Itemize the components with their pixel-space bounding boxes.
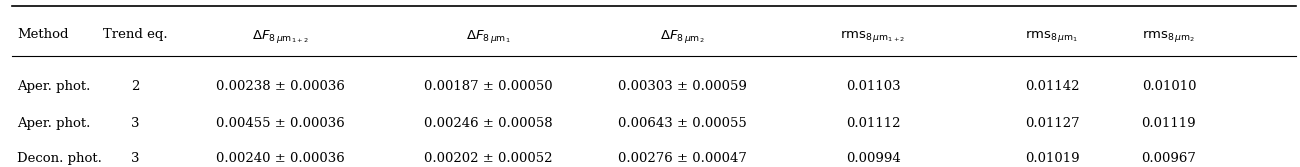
Text: Method: Method xyxy=(17,28,69,41)
Text: 0.00238 ± 0.00036: 0.00238 ± 0.00036 xyxy=(216,79,344,93)
Text: 0.01019: 0.01019 xyxy=(1024,151,1079,164)
Text: 0.01127: 0.01127 xyxy=(1024,117,1079,130)
Text: Aper. phot.: Aper. phot. xyxy=(17,117,90,130)
Text: Decon. phot.: Decon. phot. xyxy=(17,151,101,164)
Text: 0.00994: 0.00994 xyxy=(846,151,901,164)
Text: $\mathrm{rms}_{8\,\mu\mathrm{m}_{2}}$: $\mathrm{rms}_{8\,\mu\mathrm{m}_{2}}$ xyxy=(1143,28,1196,44)
Text: 0.00303 ± 0.00059: 0.00303 ± 0.00059 xyxy=(618,79,748,93)
Text: Aper. phot.: Aper. phot. xyxy=(17,79,90,93)
Text: 0.00187 ± 0.00050: 0.00187 ± 0.00050 xyxy=(424,79,552,93)
Text: $\mathrm{rms}_{8\,\mu\mathrm{m}_{1+2}}$: $\mathrm{rms}_{8\,\mu\mathrm{m}_{1+2}}$ xyxy=(840,28,906,44)
Text: 2: 2 xyxy=(131,79,139,93)
Text: $\Delta F_{8\,\mu\mathrm{m}_{1+2}}$: $\Delta F_{8\,\mu\mathrm{m}_{1+2}}$ xyxy=(252,28,308,45)
Text: 0.00240 ± 0.00036: 0.00240 ± 0.00036 xyxy=(216,151,344,164)
Text: 0.01119: 0.01119 xyxy=(1141,117,1196,130)
Text: Trend eq.: Trend eq. xyxy=(103,28,168,41)
Text: 0.00202 ± 0.00052: 0.00202 ± 0.00052 xyxy=(424,151,552,164)
Text: 0.01103: 0.01103 xyxy=(846,79,901,93)
Text: 0.00246 ± 0.00058: 0.00246 ± 0.00058 xyxy=(424,117,552,130)
Text: $\Delta F_{8\,\mu\mathrm{m}_{1}}$: $\Delta F_{8\,\mu\mathrm{m}_{1}}$ xyxy=(465,28,510,45)
Text: 3: 3 xyxy=(131,117,139,130)
Text: 0.00276 ± 0.00047: 0.00276 ± 0.00047 xyxy=(618,151,748,164)
Text: $\Delta F_{8\,\mu\mathrm{m}_{2}}$: $\Delta F_{8\,\mu\mathrm{m}_{2}}$ xyxy=(660,28,705,45)
Text: 0.01142: 0.01142 xyxy=(1024,79,1079,93)
Text: $\mathrm{rms}_{8\,\mu\mathrm{m}_{1}}$: $\mathrm{rms}_{8\,\mu\mathrm{m}_{1}}$ xyxy=(1026,28,1079,44)
Text: 0.01112: 0.01112 xyxy=(846,117,901,130)
Text: 3: 3 xyxy=(131,151,139,164)
Text: 0.00967: 0.00967 xyxy=(1141,151,1196,164)
Text: 0.01010: 0.01010 xyxy=(1141,79,1196,93)
Text: 0.00455 ± 0.00036: 0.00455 ± 0.00036 xyxy=(216,117,344,130)
Text: 0.00643 ± 0.00055: 0.00643 ± 0.00055 xyxy=(618,117,746,130)
